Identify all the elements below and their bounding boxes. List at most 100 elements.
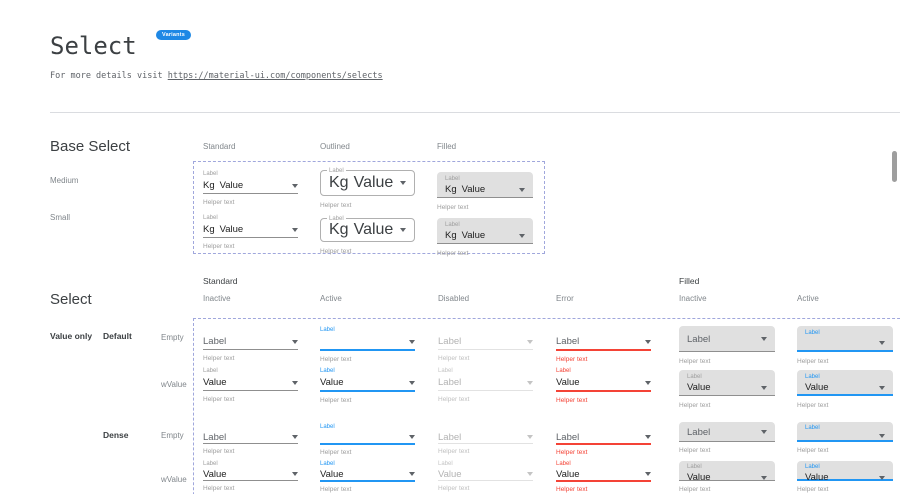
helper-text: Helper text [797, 447, 829, 454]
dropdown-caret-icon [400, 228, 406, 232]
select-value: Value [556, 377, 580, 388]
select-label: Label [805, 374, 820, 380]
docs-link[interactable]: https://material-ui.com/components/selec… [167, 71, 383, 81]
select-standard-error-empty[interactable]: Label Helper text [556, 326, 651, 363]
base-outlined-medium-select[interactable]: Label Kg Value Helper text [320, 167, 415, 209]
select-underline [203, 390, 298, 391]
select-label: Label [327, 167, 346, 175]
select-underline [438, 443, 533, 444]
select-filled-dense-active-wvalue[interactable]: Label Value Helper text [797, 461, 893, 493]
select-value: Value [203, 468, 227, 480]
dropdown-caret-icon [527, 435, 533, 439]
helper-text: Helper text [203, 199, 235, 206]
select-filled-inactive-wvalue[interactable]: Label Value Helper text [679, 370, 775, 409]
dropdown-caret-icon [527, 380, 533, 385]
select-underline [203, 193, 298, 194]
dropdown-caret-icon [879, 434, 885, 438]
select-underline [438, 349, 533, 350]
dropdown-caret-icon [409, 339, 415, 344]
base-standard-medium-select[interactable]: Label Kg Value Helper text [203, 170, 298, 206]
select-value-prefix: Kg [445, 230, 457, 241]
select-filled-dense-active-empty[interactable]: Label Helper text [797, 422, 893, 454]
select-value: Value [556, 468, 580, 480]
dropdown-caret-icon [645, 472, 651, 476]
helper-text: Helper text [320, 356, 352, 363]
base-filled-small-select[interactable]: Label Kg Value Helper text [437, 218, 533, 257]
filled-select-box[interactable]: Label Value [679, 370, 775, 396]
group-header-standard: Standard [203, 276, 238, 286]
select-underline [438, 480, 533, 481]
helper-text: Helper text [203, 243, 235, 250]
select-filled-active-empty[interactable]: Label Helper text [797, 326, 893, 365]
filled-select-box[interactable]: Label Kg Value [437, 172, 533, 198]
select-standard-dense-active-empty[interactable]: Label Helper text [320, 423, 415, 456]
filled-select-box[interactable]: Label [679, 422, 775, 442]
select-standard-active-wvalue[interactable]: Label Value Helper text [320, 367, 415, 404]
select-standard-dense-error-empty[interactable]: Label Helper text [556, 423, 651, 456]
select-standard-dense-error-wvalue[interactable]: Label Value Helper text [556, 460, 651, 493]
filled-select-box[interactable]: Label Kg Value [437, 218, 533, 244]
scrollbar-thumb[interactable] [892, 151, 897, 182]
helper-text: Helper text [438, 448, 470, 455]
filled-select-box[interactable]: Label Value [679, 461, 775, 483]
select-component-outline [193, 318, 900, 494]
col-header-standard: Standard [203, 142, 236, 151]
select-standard-inactive-empty[interactable]: Label Helper text [203, 326, 298, 362]
dropdown-caret-icon [409, 472, 415, 476]
dropdown-caret-icon [879, 475, 885, 480]
outlined-select-box[interactable]: Label Kg Value [320, 167, 415, 196]
select-label: Label [203, 215, 218, 221]
select-label: Label [445, 176, 460, 182]
select-value: Value [320, 377, 344, 388]
select-filled-dense-inactive-wvalue[interactable]: Label Value Helper text [679, 461, 775, 493]
helper-text: Helper text [797, 402, 829, 409]
base-filled-medium-select[interactable]: Label Kg Value Helper text [437, 172, 533, 211]
select-standard-error-wvalue[interactable]: Label Value Helper text [556, 367, 651, 404]
helper-text: Helper text [320, 397, 352, 404]
select-value: Label [687, 426, 711, 438]
select-value: Label [203, 336, 227, 347]
row-label-default: Default [103, 331, 132, 341]
col-header-filled: Filled [437, 142, 457, 151]
select-label: Label [203, 368, 218, 374]
filled-select-box[interactable]: Label Value [797, 461, 893, 483]
row-label-medium: Medium [50, 176, 79, 185]
state-header-disabled: Disabled [438, 294, 470, 303]
select-label-slot [556, 326, 651, 335]
select-filled-dense-inactive-empty[interactable]: Label Helper text [679, 422, 775, 454]
select-value: Value [461, 230, 486, 241]
dropdown-caret-icon [292, 472, 298, 476]
helper-text: Helper text [679, 358, 711, 365]
select-label-slot [438, 326, 533, 335]
state-header-filled-active: Active [797, 294, 819, 303]
base-standard-small-select[interactable]: Label Kg Value Helper text [203, 214, 298, 250]
select-filled-inactive-empty[interactable]: Label Helper text [679, 326, 775, 365]
state-header-error: Error [556, 294, 574, 303]
select-standard-active-empty[interactable]: Label Helper text [320, 326, 415, 363]
outlined-select-box[interactable]: Label Kg Value [320, 215, 415, 242]
select-label: Label [687, 464, 702, 470]
select-value: Value [805, 382, 829, 393]
select-label: Label [203, 171, 218, 177]
select-standard-inactive-wvalue[interactable]: Label Value Helper text [203, 367, 298, 403]
helper-text: Helper text [437, 204, 469, 211]
select-standard-dense-inactive-wvalue[interactable]: Label Value Helper text [203, 460, 298, 492]
helper-text: Helper text [437, 250, 469, 257]
select-standard-dense-inactive-empty[interactable]: Label Helper text [203, 423, 298, 455]
select-standard-dense-active-wvalue[interactable]: Label Value Helper text [320, 460, 415, 493]
filled-select-box[interactable]: Label [797, 326, 893, 352]
select-value-prefix: Kg [445, 184, 457, 195]
filled-select-box[interactable]: Label [797, 422, 893, 442]
filled-select-box[interactable]: Label Value [797, 370, 893, 396]
base-select-heading: Base Select [50, 138, 131, 155]
dropdown-caret-icon [645, 380, 651, 385]
filled-select-box[interactable]: Label [679, 326, 775, 352]
helper-text: Helper text [438, 355, 470, 362]
select-underline [320, 480, 415, 482]
base-outlined-small-select[interactable]: Label Kg Value Helper text [320, 215, 415, 255]
select-label: Label [805, 464, 820, 470]
dropdown-caret-icon [761, 475, 767, 480]
select-underline [203, 443, 298, 444]
dropdown-caret-icon [292, 227, 298, 232]
select-filled-active-wvalue[interactable]: Label Value Helper text [797, 370, 893, 409]
